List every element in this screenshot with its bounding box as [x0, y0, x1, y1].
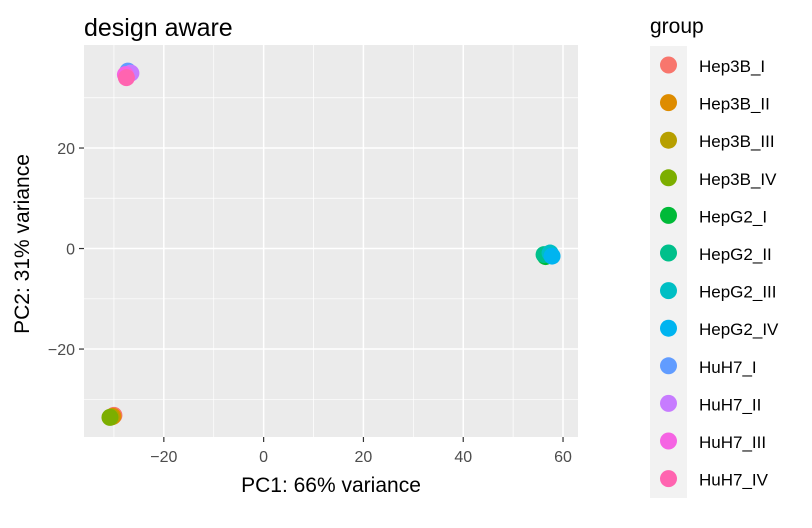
y-tick-label: −20: [48, 342, 75, 359]
minor-gridlines: [84, 45, 578, 437]
legend-key-hep3b-iii: [660, 131, 677, 149]
x-axis-label: PC1: 66% variance: [241, 474, 421, 497]
x-tick-label: 20: [355, 449, 373, 466]
legend-key-hepg2-iii: [660, 282, 677, 300]
y-axis: −20 0 20: [48, 141, 84, 359]
legend-key-hep3b-ii: [660, 94, 677, 112]
legend-key-huh7-iii: [660, 432, 677, 450]
x-tick-label: 40: [454, 449, 472, 466]
x-tick-label: 60: [554, 449, 572, 466]
legend-label: Hep3B_II: [699, 95, 770, 114]
legend-key-hep3b-iv: [660, 169, 677, 187]
legend: Hep3B_I Hep3B_II Hep3B_III Hep3B_IV HepG2_I H…: [660, 56, 779, 490]
data-point-hepg2-iv: [543, 247, 561, 265]
legend-label: Hep3B_III: [699, 132, 775, 151]
data-points: [101, 62, 561, 426]
legend-label: Hep3B_IV: [699, 170, 777, 189]
data-point-huh7-iv: [117, 69, 135, 87]
legend-key-hepg2-ii: [660, 244, 677, 262]
y-axis-label: PC2: 31% variance: [11, 154, 34, 334]
legend-key-huh7-ii: [660, 394, 677, 412]
legend-label: HepG2_I: [699, 207, 767, 226]
legend-key-hepg2-iv: [660, 319, 677, 337]
legend-key-huh7-i: [660, 357, 677, 375]
y-tick-label: 20: [57, 141, 75, 158]
legend-key-huh7-iv: [660, 470, 677, 488]
x-axis: −20 0 20 40 60: [150, 437, 572, 466]
legend-label: HuH7_I: [699, 358, 757, 377]
chart-title: design aware: [84, 14, 233, 42]
legend-label: HuH7_IV: [699, 471, 769, 490]
data-point-hep3b-iv: [101, 408, 119, 426]
legend-label: HepG2_IV: [699, 320, 779, 339]
major-gridlines: [84, 45, 578, 437]
legend-key-background: [650, 46, 687, 498]
legend-label: HuH7_II: [699, 395, 761, 414]
x-tick-label: −20: [150, 449, 177, 466]
legend-title: group: [650, 15, 704, 38]
legend-label: HepG2_II: [699, 245, 772, 264]
plot-panel: [84, 45, 578, 437]
x-tick-label: 0: [259, 449, 268, 466]
legend-key-hepg2-i: [660, 206, 677, 224]
legend-label: Hep3B_I: [699, 57, 765, 76]
legend-label: HuH7_III: [699, 433, 766, 452]
legend-label: HepG2_III: [699, 283, 777, 302]
y-tick-label: 0: [66, 242, 75, 259]
legend-key-hep3b-i: [660, 56, 677, 74]
